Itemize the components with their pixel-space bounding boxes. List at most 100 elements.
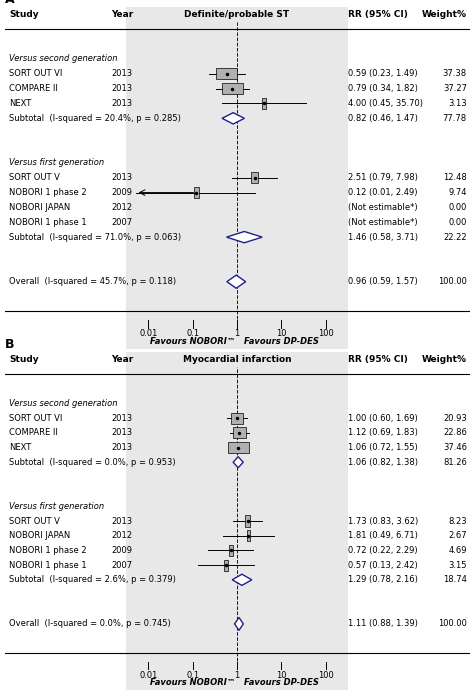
Text: 10: 10 xyxy=(276,671,287,680)
Text: 1.73 (0.83, 3.62): 1.73 (0.83, 3.62) xyxy=(348,516,419,526)
Text: NOBORI 1 phase 2: NOBORI 1 phase 2 xyxy=(9,546,87,555)
Text: Year: Year xyxy=(111,355,134,364)
Text: 1: 1 xyxy=(234,329,240,338)
Text: Favours DP-DES: Favours DP-DES xyxy=(244,337,319,346)
Text: 37.38: 37.38 xyxy=(443,69,467,78)
Text: Study: Study xyxy=(9,355,39,364)
Text: 0.82 (0.46, 1.47): 0.82 (0.46, 1.47) xyxy=(348,114,418,123)
Text: 2013: 2013 xyxy=(111,174,133,182)
Text: 2013: 2013 xyxy=(111,443,133,452)
Text: 0.72 (0.22, 2.29): 0.72 (0.22, 2.29) xyxy=(348,546,418,555)
Text: (Not estimable*): (Not estimable*) xyxy=(348,203,418,212)
Text: RR (95% CI): RR (95% CI) xyxy=(348,355,408,364)
Text: SORT OUT V: SORT OUT V xyxy=(9,516,60,526)
Text: Versus second generation: Versus second generation xyxy=(9,399,118,408)
Text: A: A xyxy=(5,0,14,6)
Text: 2007: 2007 xyxy=(111,560,133,569)
Text: NOBORI 1 phase 1: NOBORI 1 phase 1 xyxy=(9,217,87,227)
Text: 2012: 2012 xyxy=(111,531,132,540)
Text: 2.67: 2.67 xyxy=(448,531,467,540)
Text: Subtotal  (I-squared = 71.0%, p = 0.063): Subtotal (I-squared = 71.0%, p = 0.063) xyxy=(9,233,182,242)
Text: 3.15: 3.15 xyxy=(448,560,467,569)
Text: 4.69: 4.69 xyxy=(448,546,467,555)
Text: 0.01: 0.01 xyxy=(139,329,158,338)
Text: B: B xyxy=(5,337,14,351)
Text: Weight%: Weight% xyxy=(422,10,467,19)
Text: 2013: 2013 xyxy=(111,429,133,437)
Text: NOBORI JAPAN: NOBORI JAPAN xyxy=(9,203,71,212)
Text: 2013: 2013 xyxy=(111,99,133,108)
Text: 12.48: 12.48 xyxy=(443,174,467,182)
Text: 0.01: 0.01 xyxy=(139,671,158,680)
Text: Versus first generation: Versus first generation xyxy=(9,158,105,167)
Text: 2007: 2007 xyxy=(111,217,133,227)
Text: NOBORI 1 phase 1: NOBORI 1 phase 1 xyxy=(9,560,87,569)
Text: 1.06 (0.72, 1.55): 1.06 (0.72, 1.55) xyxy=(348,443,418,452)
Text: NOBORI JAPAN: NOBORI JAPAN xyxy=(9,531,71,540)
Text: Subtotal  (I-squared = 2.6%, p = 0.379): Subtotal (I-squared = 2.6%, p = 0.379) xyxy=(9,575,176,584)
Text: Overall  (I-squared = 45.7%, p = 0.118): Overall (I-squared = 45.7%, p = 0.118) xyxy=(9,277,177,286)
Text: Study: Study xyxy=(9,10,39,19)
Text: Subtotal  (I-squared = 20.4%, p = 0.285): Subtotal (I-squared = 20.4%, p = 0.285) xyxy=(9,114,182,123)
Text: NEXT: NEXT xyxy=(9,443,32,452)
Text: 2012: 2012 xyxy=(111,203,132,212)
Text: Overall  (I-squared = 0.0%, p = 0.745): Overall (I-squared = 0.0%, p = 0.745) xyxy=(9,620,171,629)
Text: 0.00: 0.00 xyxy=(448,217,467,227)
Text: Favours NOBORI™: Favours NOBORI™ xyxy=(150,678,235,687)
Text: 0.57 (0.13, 2.42): 0.57 (0.13, 2.42) xyxy=(348,560,418,569)
Text: 9.74: 9.74 xyxy=(448,188,467,197)
Text: 2009: 2009 xyxy=(111,546,132,555)
Text: Versus first generation: Versus first generation xyxy=(9,502,105,511)
Text: Definite/probable ST: Definite/probable ST xyxy=(184,10,290,19)
Text: 2013: 2013 xyxy=(111,516,133,526)
Text: Favours NOBORI™: Favours NOBORI™ xyxy=(150,337,235,346)
Text: NOBORI 1 phase 2: NOBORI 1 phase 2 xyxy=(9,188,87,197)
Text: 8.23: 8.23 xyxy=(448,516,467,526)
Text: Weight%: Weight% xyxy=(422,355,467,364)
Text: 1.00 (0.60, 1.69): 1.00 (0.60, 1.69) xyxy=(348,413,418,422)
Text: Myocardial infarction: Myocardial infarction xyxy=(182,355,292,364)
Text: 22.22: 22.22 xyxy=(443,233,467,242)
Text: 81.26: 81.26 xyxy=(443,458,467,467)
Text: 2013: 2013 xyxy=(111,413,133,422)
Text: 0.59 (0.23, 1.49): 0.59 (0.23, 1.49) xyxy=(348,69,418,78)
Text: Favours DP-DES: Favours DP-DES xyxy=(244,678,319,687)
Text: Versus second generation: Versus second generation xyxy=(9,54,118,63)
Text: 0.79 (0.34, 1.82): 0.79 (0.34, 1.82) xyxy=(348,84,418,93)
Text: 4.00 (0.45, 35.70): 4.00 (0.45, 35.70) xyxy=(348,99,423,108)
Text: 1.29 (0.78, 2.16): 1.29 (0.78, 2.16) xyxy=(348,575,418,584)
Text: 100.00: 100.00 xyxy=(438,620,467,629)
Text: 100: 100 xyxy=(318,671,333,680)
Text: 2013: 2013 xyxy=(111,84,133,93)
Text: RR (95% CI): RR (95% CI) xyxy=(348,10,408,19)
Text: (Not estimable*): (Not estimable*) xyxy=(348,217,418,227)
Text: 37.46: 37.46 xyxy=(443,443,467,452)
Text: 20.93: 20.93 xyxy=(443,413,467,422)
Text: 1.06 (0.82, 1.38): 1.06 (0.82, 1.38) xyxy=(348,458,419,467)
Text: 1.46 (0.58, 3.71): 1.46 (0.58, 3.71) xyxy=(348,233,419,242)
Text: 0.1: 0.1 xyxy=(186,671,199,680)
Text: 77.78: 77.78 xyxy=(443,114,467,123)
Text: SORT OUT VI: SORT OUT VI xyxy=(9,413,63,422)
Text: 2013: 2013 xyxy=(111,69,133,78)
Text: 18.74: 18.74 xyxy=(443,575,467,584)
Text: 10: 10 xyxy=(276,329,287,338)
Text: 0.00: 0.00 xyxy=(448,203,467,212)
Text: 1.12 (0.69, 1.83): 1.12 (0.69, 1.83) xyxy=(348,429,418,437)
Text: NEXT: NEXT xyxy=(9,99,32,108)
Text: 0.12 (0.01, 2.49): 0.12 (0.01, 2.49) xyxy=(348,188,418,197)
Text: COMPARE II: COMPARE II xyxy=(9,429,58,437)
Text: SORT OUT V: SORT OUT V xyxy=(9,174,60,182)
Text: COMPARE II: COMPARE II xyxy=(9,84,58,93)
Text: 1.11 (0.88, 1.39): 1.11 (0.88, 1.39) xyxy=(348,620,418,629)
Text: 22.86: 22.86 xyxy=(443,429,467,437)
Text: 1: 1 xyxy=(234,671,240,680)
Text: Subtotal  (I-squared = 0.0%, p = 0.953): Subtotal (I-squared = 0.0%, p = 0.953) xyxy=(9,458,176,467)
Text: 100: 100 xyxy=(318,329,333,338)
Text: 1.81 (0.49, 6.71): 1.81 (0.49, 6.71) xyxy=(348,531,418,540)
Text: 0.1: 0.1 xyxy=(186,329,199,338)
Text: 0.96 (0.59, 1.57): 0.96 (0.59, 1.57) xyxy=(348,277,418,286)
Text: Year: Year xyxy=(111,10,134,19)
Text: 2.51 (0.79, 7.98): 2.51 (0.79, 7.98) xyxy=(348,174,418,182)
Text: 2009: 2009 xyxy=(111,188,132,197)
